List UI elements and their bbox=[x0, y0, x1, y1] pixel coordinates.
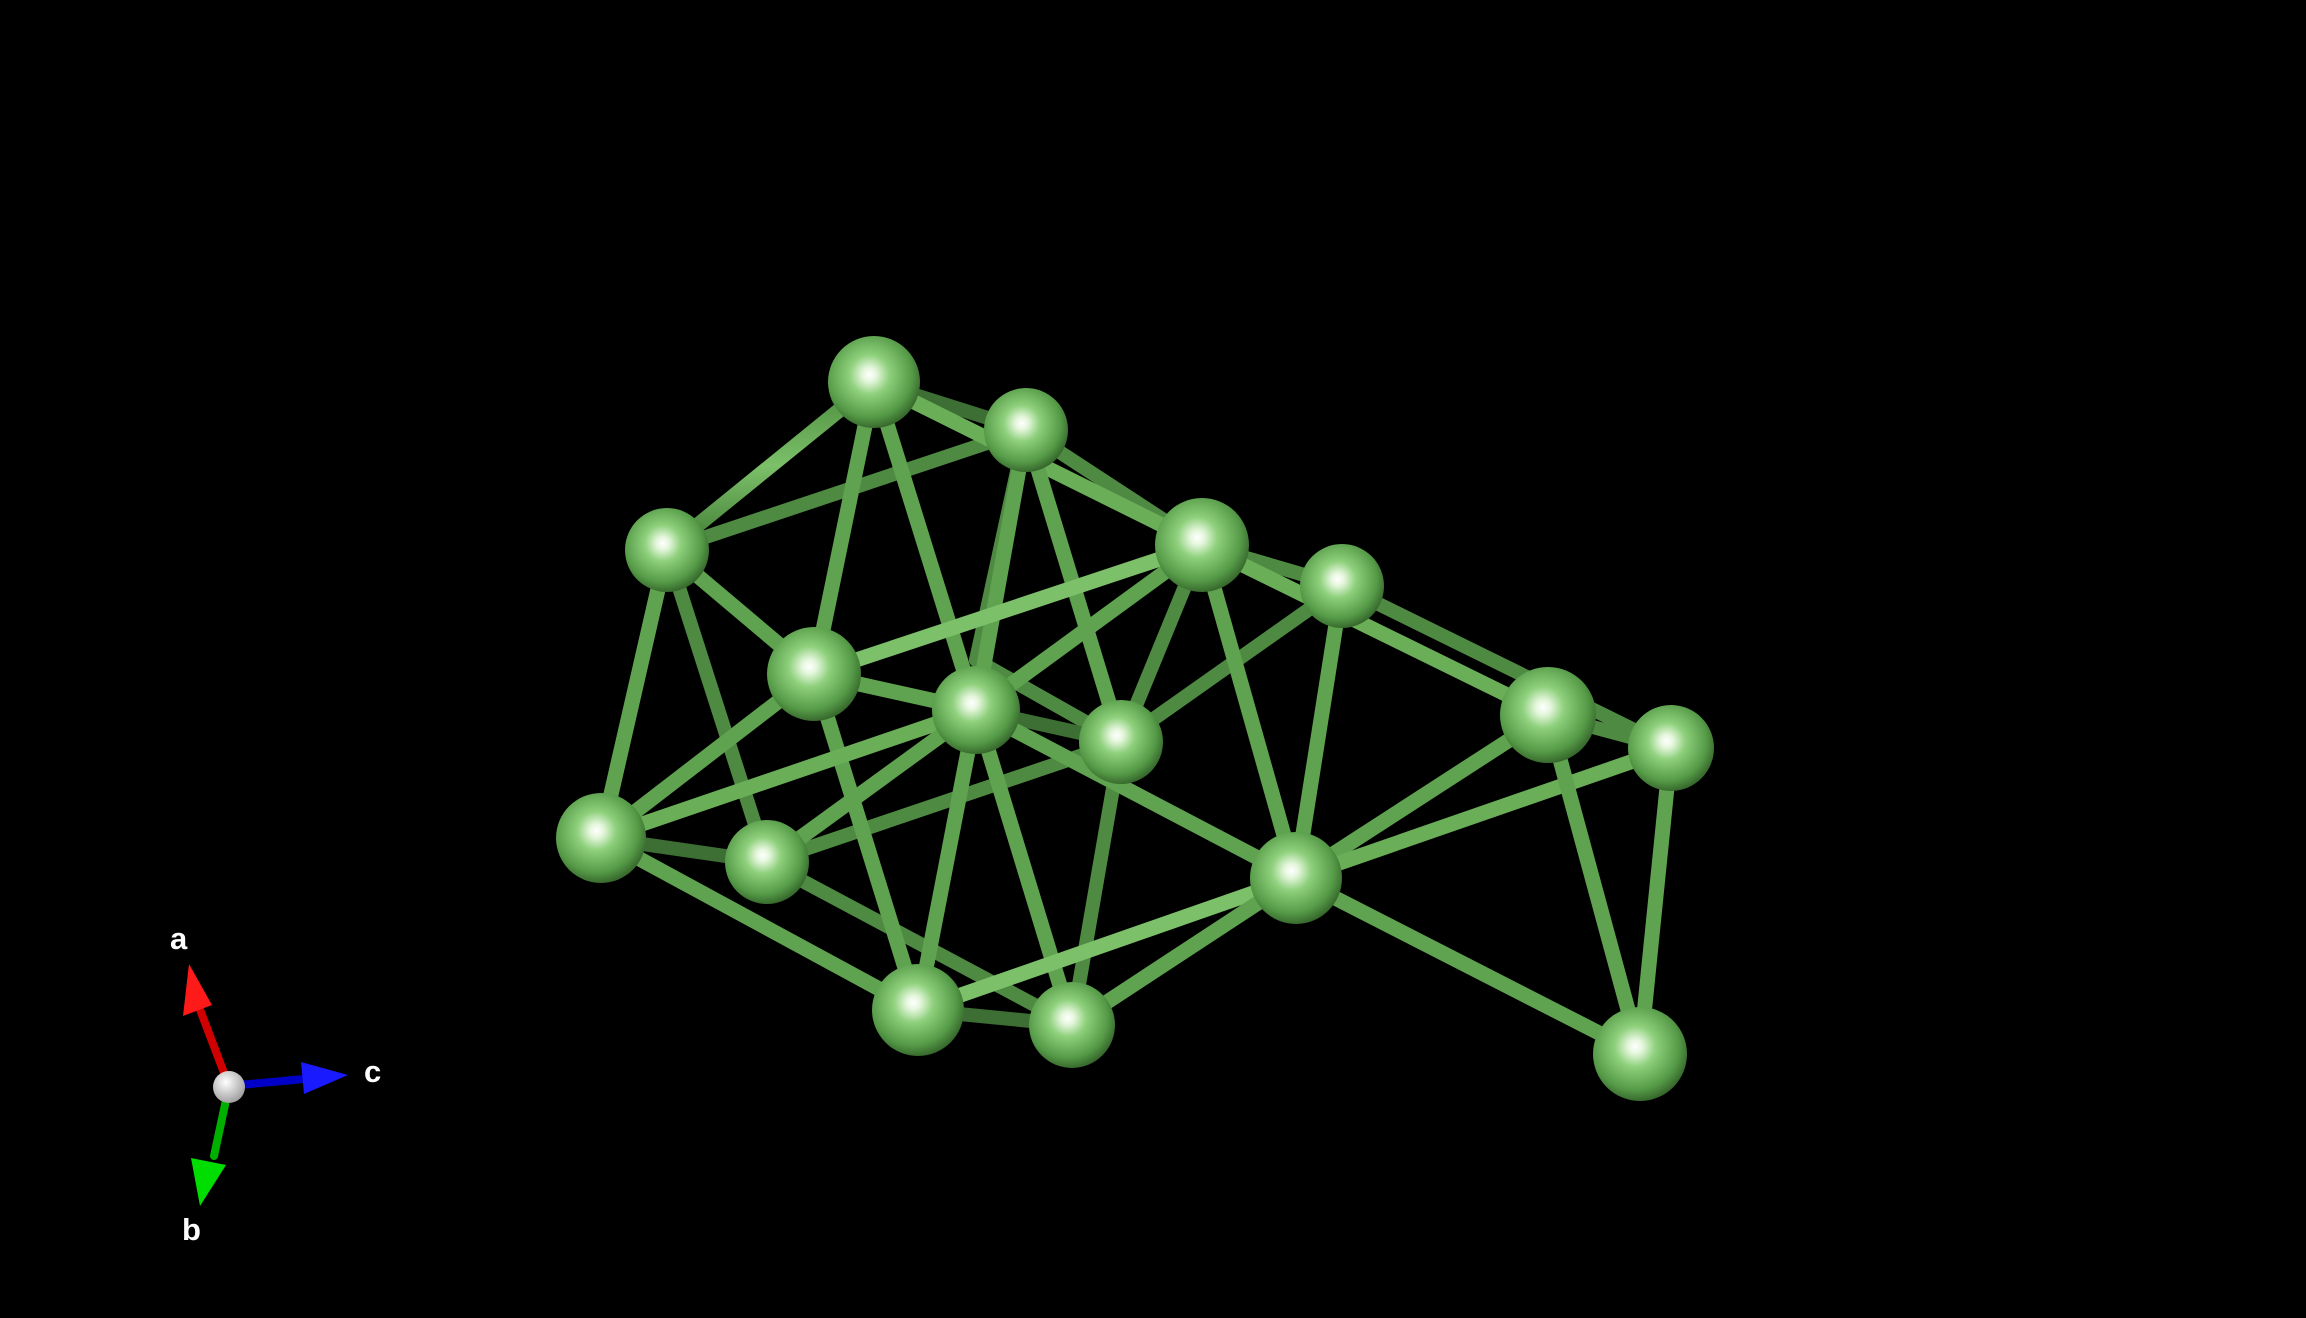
atoms-layer bbox=[556, 336, 1714, 1101]
bond bbox=[910, 870, 1304, 1018]
bond bbox=[1632, 740, 1679, 1062]
atom[interactable] bbox=[1155, 498, 1249, 592]
bond bbox=[1288, 707, 1556, 886]
bond bbox=[760, 855, 1079, 1032]
bond bbox=[1288, 578, 1350, 886]
atom[interactable] bbox=[1079, 700, 1163, 784]
atom[interactable] bbox=[556, 793, 646, 883]
atom[interactable] bbox=[1250, 832, 1342, 924]
axis-label-b: b bbox=[182, 1212, 201, 1247]
atom[interactable] bbox=[1593, 1007, 1687, 1101]
atom[interactable] bbox=[984, 388, 1068, 472]
bond bbox=[866, 374, 984, 718]
atom[interactable] bbox=[725, 820, 809, 904]
bond bbox=[1540, 707, 1648, 1062]
axes-origin bbox=[213, 1071, 245, 1103]
bond bbox=[1288, 870, 1648, 1062]
bond bbox=[593, 702, 984, 846]
atom[interactable] bbox=[1628, 705, 1714, 791]
bond bbox=[806, 666, 926, 1018]
bond bbox=[806, 537, 1210, 682]
bond bbox=[1194, 537, 1556, 723]
b-axis-arrowhead bbox=[191, 1158, 226, 1206]
bond bbox=[806, 374, 882, 682]
atom[interactable] bbox=[1029, 982, 1115, 1068]
atom[interactable] bbox=[767, 627, 861, 721]
atom[interactable] bbox=[828, 336, 920, 428]
atom[interactable] bbox=[1300, 544, 1384, 628]
bond bbox=[968, 702, 1304, 886]
atom[interactable] bbox=[1500, 667, 1596, 763]
bond bbox=[660, 543, 774, 869]
axis-label-c: c bbox=[364, 1054, 381, 1089]
atom[interactable] bbox=[625, 508, 709, 592]
bond bbox=[1335, 579, 1678, 755]
c-axis-arrowhead bbox=[301, 1062, 348, 1094]
bond bbox=[1194, 537, 1304, 886]
atom[interactable] bbox=[872, 964, 964, 1056]
a-axis-arrowhead bbox=[183, 964, 212, 1016]
bond bbox=[910, 702, 984, 1018]
axes-indicator: a b c bbox=[170, 921, 381, 1247]
bond bbox=[1288, 740, 1679, 886]
atom[interactable] bbox=[932, 666, 1020, 754]
bond bbox=[968, 702, 1080, 1033]
axis-label-a: a bbox=[170, 921, 188, 956]
bond bbox=[968, 422, 1034, 718]
bond bbox=[593, 542, 675, 846]
bond bbox=[593, 830, 926, 1018]
